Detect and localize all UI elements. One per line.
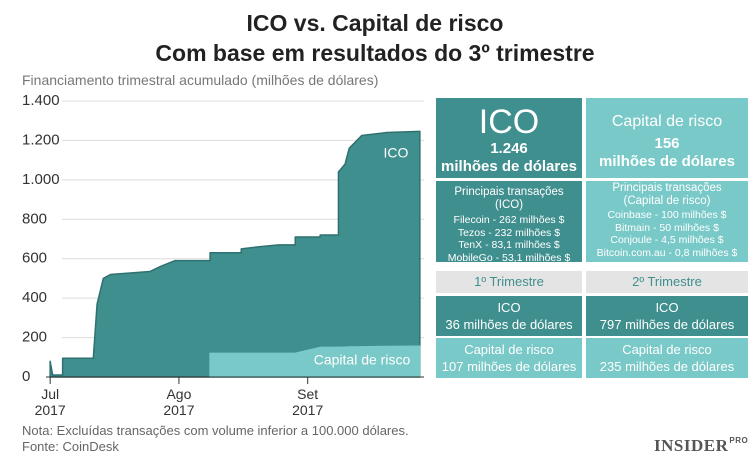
- deals-title: Principais transações (ICO): [454, 186, 564, 211]
- note: Nota: Excluídas transações com volume in…: [22, 423, 409, 438]
- quarter-vc: Capital de risco 235 milhões de dólares: [586, 338, 748, 378]
- label: Capital de risco: [622, 342, 712, 357]
- deal: MobileGo - 53,1 milhões $: [447, 251, 571, 264]
- panel-unit: milhões de dólares: [441, 158, 577, 175]
- series-label: ICO: [384, 145, 409, 161]
- deals-title: Principais transações (Capital de risco): [612, 182, 722, 207]
- deal: Tezos - 232 milhões $: [457, 226, 561, 239]
- quarter-vc: Capital de risco 107 milhões de dólares: [436, 338, 582, 378]
- area: [209, 345, 421, 378]
- deal: Filecoin - 262 milhões $: [453, 214, 565, 226]
- label: Capital de risco: [464, 342, 554, 357]
- quarter-ico: ICO 797 milhões de dólares: [586, 296, 748, 336]
- x-tick-label: Set 2017: [292, 386, 324, 418]
- panel-total: 1.246: [490, 140, 528, 157]
- deal: Conjoule - 4,5 milhões $: [610, 234, 724, 246]
- ico-deals-box: Principais transações (ICO) Filecoin - 2…: [436, 181, 582, 264]
- logo: INSIDERPRO: [654, 436, 748, 456]
- logo-brand: INSIDER: [654, 436, 729, 455]
- chart-subtitle: Com base em resultados do 3º trimestre: [155, 40, 595, 66]
- ico-total-box: ICO 1.246 milhões de dólares: [436, 98, 582, 178]
- y-tick-label: 400: [22, 289, 47, 306]
- label: ICO: [655, 300, 679, 315]
- amount: 797 milhões de dólares: [599, 317, 735, 332]
- y-tick-label: 0: [22, 368, 30, 385]
- label: ICO: [497, 300, 521, 315]
- y-tick-label: 1.000: [22, 171, 60, 188]
- quarter-header: 2º Trimestre: [586, 271, 748, 293]
- series-label: Capital de risco: [314, 352, 411, 368]
- panel-unit: milhões de dólares: [599, 153, 735, 170]
- x-tick-label: Jul 2017: [34, 386, 66, 418]
- quarter-header: 1º Trimestre: [436, 271, 582, 293]
- deal: TenX - 83,1 milhões $: [458, 239, 560, 251]
- y-tick-label: 200: [22, 329, 47, 346]
- quarter-ico: ICO 36 milhões de dólares: [436, 296, 582, 336]
- panel-title: ICO: [478, 103, 540, 141]
- chart-title: ICO vs. Capital de risco: [246, 10, 504, 36]
- x-tick-label: Ago 2017: [163, 386, 195, 418]
- panel-total: 156: [654, 135, 680, 152]
- vc-deals-box: Principais transações (Capital de risco)…: [586, 181, 748, 262]
- y-axis-label: Financiamento trimestral acumulado (milh…: [22, 72, 379, 88]
- deal: Coinbase - 100 milhões $: [607, 209, 727, 221]
- area: [49, 130, 421, 378]
- y-tick-label: 1.200: [22, 131, 60, 148]
- source: Fonte: CoinDesk: [22, 439, 119, 454]
- logo-tag: PRO: [729, 436, 749, 445]
- amount: 36 milhões de dólares: [445, 317, 573, 332]
- y-tick-label: 600: [22, 250, 47, 267]
- amount: 107 milhões de dólares: [441, 359, 577, 374]
- deal: Bitcoin.com.au - 0,8 milhões $: [596, 246, 738, 259]
- amount: 235 milhões de dólares: [599, 359, 735, 374]
- deal: Bitmain - 50 milhões $: [615, 221, 719, 234]
- vc-total-box: Capital de risco 156 milhões de dólares: [586, 98, 748, 178]
- y-tick-label: 800: [22, 210, 47, 227]
- y-tick-label: 1.400: [22, 92, 60, 109]
- panel-title: Capital de risco: [611, 113, 723, 130]
